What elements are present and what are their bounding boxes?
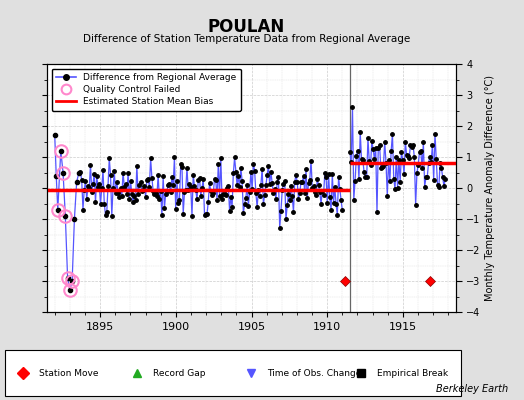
Legend: Difference from Regional Average, Quality Control Failed, Estimated Station Mean: Difference from Regional Average, Qualit… bbox=[52, 68, 241, 111]
Text: Time of Obs. Change: Time of Obs. Change bbox=[267, 368, 362, 378]
Text: Empirical Break: Empirical Break bbox=[377, 368, 448, 378]
Text: Berkeley Earth: Berkeley Earth bbox=[436, 384, 508, 394]
Text: POULAN: POULAN bbox=[208, 18, 285, 36]
Text: Station Move: Station Move bbox=[39, 368, 99, 378]
Y-axis label: Monthly Temperature Anomaly Difference (°C): Monthly Temperature Anomaly Difference (… bbox=[485, 75, 495, 301]
Text: Record Gap: Record Gap bbox=[154, 368, 206, 378]
Text: Difference of Station Temperature Data from Regional Average: Difference of Station Temperature Data f… bbox=[83, 34, 410, 44]
